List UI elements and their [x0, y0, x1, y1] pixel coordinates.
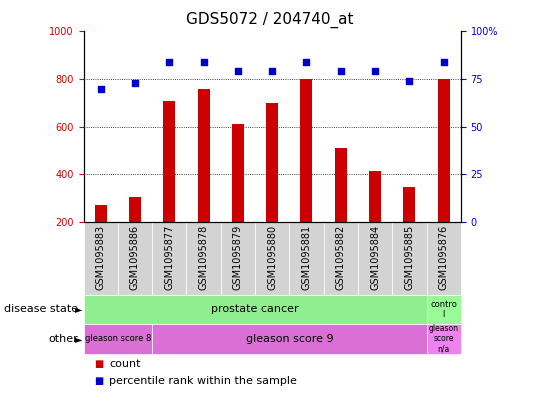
Bar	[438, 79, 450, 222]
Point	[233, 68, 242, 75]
Point	[405, 78, 414, 84]
Bar	[266, 103, 278, 222]
Text: GDS5072 / 204740_at: GDS5072 / 204740_at	[186, 12, 353, 28]
Text: gleason score 8: gleason score 8	[85, 334, 151, 343]
Point	[199, 59, 208, 65]
Text: gleason
score
n/a: gleason score n/a	[429, 324, 459, 354]
Text: ►: ►	[75, 334, 82, 344]
Text: contro
l: contro l	[430, 300, 457, 319]
Text: ►: ►	[75, 305, 82, 314]
Text: ■: ■	[94, 358, 103, 369]
Text: ■: ■	[94, 376, 103, 386]
Bar	[300, 79, 313, 222]
Bar	[335, 148, 347, 222]
Bar	[198, 89, 210, 222]
Bar	[95, 206, 107, 222]
Point	[96, 86, 105, 92]
Bar	[369, 171, 381, 222]
Point	[130, 80, 139, 86]
Text: disease state: disease state	[4, 305, 78, 314]
Point	[302, 59, 311, 65]
Point	[268, 68, 277, 75]
Bar	[232, 124, 244, 222]
Text: other: other	[49, 334, 78, 344]
Bar	[129, 197, 141, 222]
Point	[439, 59, 448, 65]
Point	[371, 68, 379, 75]
Point	[165, 59, 174, 65]
Bar	[403, 187, 416, 222]
Text: prostate cancer: prostate cancer	[211, 305, 299, 314]
Text: gleason score 9: gleason score 9	[246, 334, 333, 344]
Text: percentile rank within the sample: percentile rank within the sample	[109, 376, 298, 386]
Text: count: count	[109, 358, 141, 369]
Point	[336, 68, 345, 75]
Bar	[163, 101, 175, 222]
